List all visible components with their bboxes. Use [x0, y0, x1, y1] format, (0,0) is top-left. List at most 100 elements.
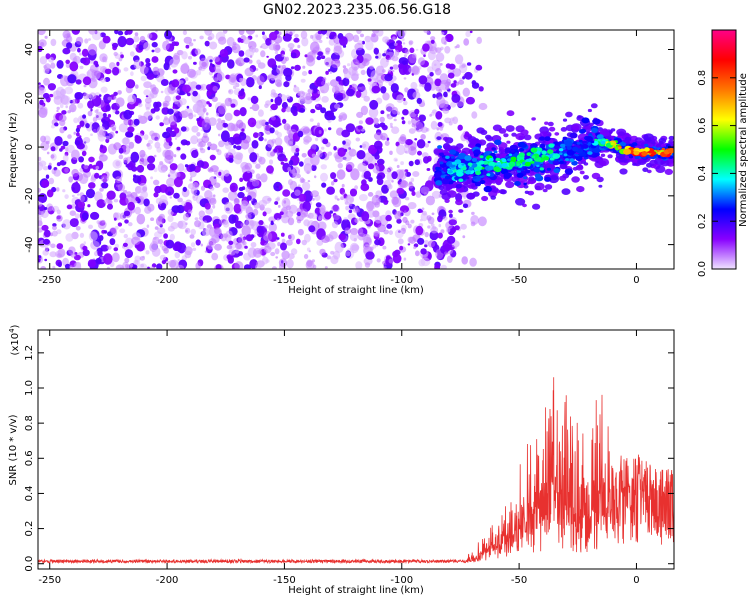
signal-blob — [569, 158, 575, 163]
noise-blob — [361, 174, 364, 178]
noise-blob — [388, 230, 393, 236]
noise-blob — [421, 83, 425, 88]
noise-blob — [95, 111, 104, 121]
noise-blob — [424, 239, 429, 246]
noise-blob — [196, 160, 205, 168]
noise-blob — [320, 55, 326, 59]
noise-blob — [45, 174, 50, 179]
noise-blob — [250, 46, 256, 53]
noise-blob — [342, 77, 350, 87]
noise-blob — [292, 110, 298, 117]
noise-blob — [154, 47, 161, 53]
noise-blob — [48, 177, 55, 185]
signal-blob — [542, 188, 548, 193]
noise-blob — [42, 249, 49, 256]
noise-blob — [374, 239, 381, 246]
noise-blob — [81, 212, 89, 221]
signal-blob — [523, 182, 527, 186]
noise-blob — [438, 223, 442, 228]
spectrogram-x-ticks: -250 -200 -150 -100 -50 0 — [38, 30, 640, 286]
noise-blob — [49, 93, 54, 98]
signal-blob — [499, 189, 506, 195]
noise-blob — [133, 35, 140, 43]
noise-blob — [94, 172, 100, 179]
noise-blob — [130, 71, 134, 77]
signal-blob — [479, 155, 484, 159]
noise-blob — [379, 122, 386, 128]
noise-blob — [252, 247, 263, 258]
signal-blob — [554, 132, 560, 136]
noise-blob — [451, 93, 461, 103]
signal-blob — [527, 180, 533, 184]
noise-blob — [415, 191, 422, 198]
noise-blob — [454, 54, 464, 65]
signal-blob — [467, 162, 473, 167]
noise-blob — [403, 54, 407, 58]
noise-blob — [436, 127, 440, 131]
signal-blob — [572, 124, 580, 131]
noise-blob — [76, 132, 80, 137]
noise-blob — [439, 79, 450, 91]
noise-blob — [238, 153, 243, 157]
spectrogram-signal-band — [433, 103, 674, 226]
y-tick-label: 40 — [24, 43, 35, 56]
noise-blob — [245, 206, 253, 216]
noise-blob — [115, 176, 122, 184]
noise-blob — [389, 190, 399, 199]
noise-blob — [420, 248, 427, 255]
noise-blob — [123, 190, 128, 194]
signal-blob — [448, 219, 457, 226]
signal-blob — [547, 121, 554, 127]
noise-blob — [228, 214, 237, 224]
noise-blob — [127, 94, 137, 105]
noise-blob — [79, 120, 85, 127]
noise-blob — [301, 71, 308, 76]
noise-blob — [297, 44, 301, 49]
noise-blob — [111, 107, 115, 110]
noise-blob — [200, 114, 205, 119]
noise-blob — [133, 259, 139, 266]
noise-blob — [398, 63, 404, 69]
noise-blob — [204, 250, 208, 253]
noise-blob — [256, 75, 265, 86]
noise-blob — [71, 98, 78, 105]
noise-blob — [329, 79, 339, 87]
noise-blob — [78, 173, 89, 184]
noise-blob — [349, 232, 358, 242]
noise-blob — [182, 186, 187, 192]
noise-blob — [340, 196, 345, 201]
noise-blob — [104, 59, 108, 63]
signal-blob — [506, 140, 511, 144]
signal-blob — [454, 176, 460, 181]
noise-blob — [75, 127, 80, 133]
signal-blob — [544, 136, 551, 142]
signal-blob — [548, 163, 554, 168]
noise-blob — [83, 164, 89, 170]
snr-y-multiplier: (x104) — [8, 324, 21, 355]
noise-blob — [142, 255, 145, 258]
noise-blob — [327, 110, 335, 119]
noise-blob — [246, 195, 252, 201]
noise-blob — [450, 101, 457, 108]
noise-blob — [264, 138, 267, 142]
noise-blob — [389, 150, 393, 155]
noise-blob — [47, 83, 57, 91]
noise-blob — [425, 195, 435, 206]
noise-blob — [446, 33, 453, 41]
noise-blob — [402, 64, 412, 75]
noise-blob — [44, 207, 48, 210]
noise-blob — [249, 106, 253, 110]
noise-blob — [414, 138, 418, 141]
noise-blob — [431, 190, 441, 199]
noise-blob — [208, 32, 215, 40]
noise-blob — [360, 183, 370, 192]
noise-blob — [244, 67, 254, 77]
noise-blob — [448, 121, 453, 126]
noise-blob — [365, 251, 375, 260]
snr-line — [38, 377, 674, 565]
noise-blob — [348, 66, 357, 76]
noise-blob — [209, 186, 215, 191]
noise-blob — [399, 180, 409, 189]
noise-blob — [194, 102, 204, 113]
noise-blob — [159, 122, 164, 127]
